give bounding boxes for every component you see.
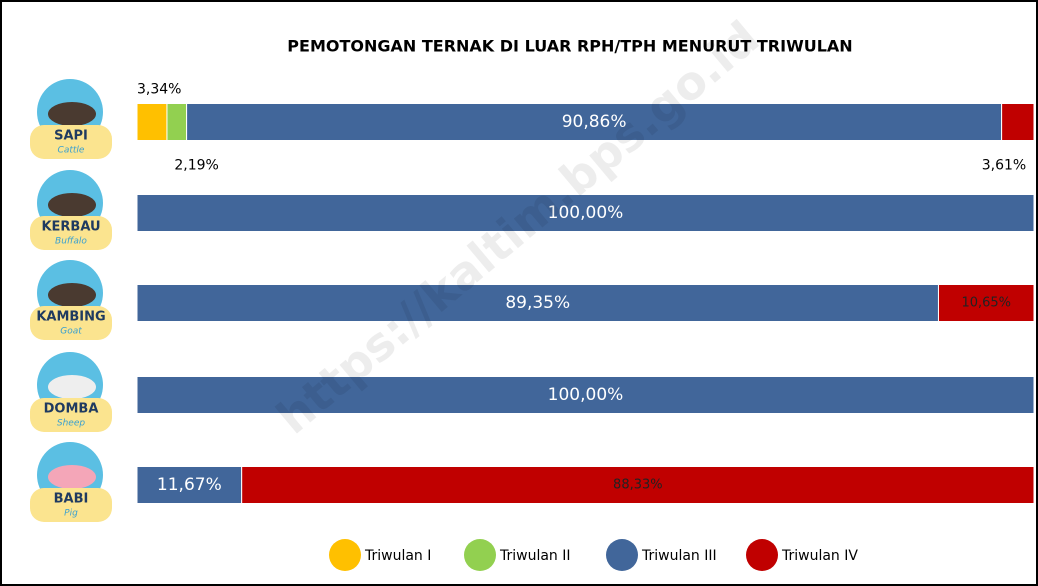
category-subtitle: Sheep (57, 419, 85, 429)
value-label: 89,35% (505, 293, 570, 313)
value-label: 100,00% (548, 203, 624, 223)
value-label: 2,19% (174, 158, 218, 174)
bar-segment (1001, 103, 1035, 141)
category-badge (30, 488, 112, 522)
value-label: 3,34% (137, 82, 181, 98)
bar-segment (136, 376, 1035, 414)
legend-label: Triwulan II (499, 548, 571, 564)
bar-segment (136, 194, 1035, 232)
animal-body (48, 193, 96, 217)
chart-title: PEMOTONGAN TERNAK DI LUAR RPH/TPH MENURU… (287, 37, 852, 56)
bar-segment (241, 466, 1035, 504)
legend-swatch (464, 539, 496, 571)
value-label: 90,86% (562, 112, 627, 132)
bar-segment (136, 466, 243, 504)
animal-body (48, 465, 96, 489)
legend-label: Triwulan III (641, 548, 717, 564)
category-subtitle: Goat (60, 327, 82, 337)
category-subtitle: Buffalo (55, 237, 87, 247)
category-label: KERBAU (41, 220, 100, 235)
legend-swatch (746, 539, 778, 571)
bar-segment (136, 103, 168, 141)
bar-segment (186, 103, 1003, 141)
legend-swatch (606, 539, 638, 571)
bar-segment (136, 284, 939, 322)
value-label: 100,00% (548, 385, 624, 405)
category-badge (30, 125, 112, 159)
category-badge (30, 216, 112, 250)
category-label: DOMBA (44, 402, 99, 417)
category-label: KAMBING (36, 310, 105, 325)
value-label: 11,67% (157, 475, 222, 495)
animal-body (48, 102, 96, 126)
value-label: 3,61% (982, 158, 1026, 174)
legend-label: Triwulan IV (781, 548, 858, 564)
legend-label: Triwulan I (364, 548, 431, 564)
bar-segment (166, 103, 188, 141)
value-label: 88,33% (613, 478, 663, 493)
category-label: BABI (54, 492, 89, 507)
value-label: 10,65% (961, 296, 1011, 311)
legend-swatch (329, 539, 361, 571)
animal-body (48, 375, 96, 399)
bar-segment (937, 284, 1035, 322)
animal-body (48, 283, 96, 307)
category-subtitle: Cattle (58, 146, 85, 156)
category-badge (30, 306, 112, 340)
category-badge (30, 398, 112, 432)
category-subtitle: Pig (64, 509, 78, 519)
category-label: SAPI (54, 129, 88, 144)
